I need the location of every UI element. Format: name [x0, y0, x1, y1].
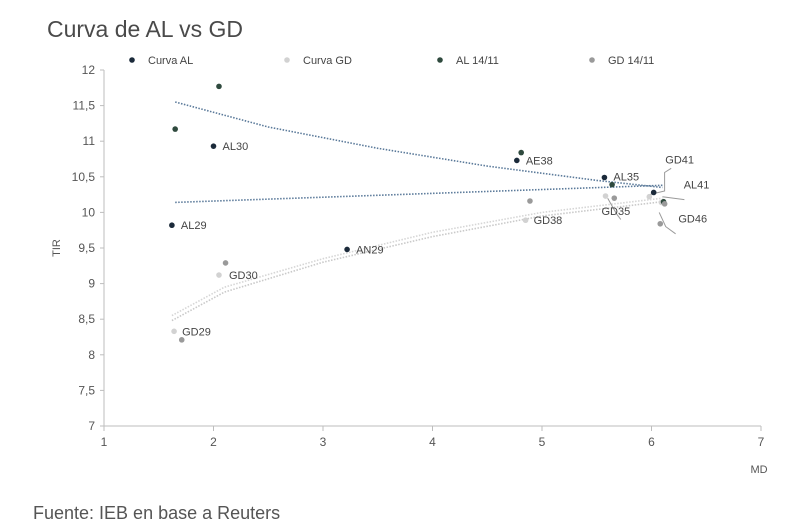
chart-title: Curva de AL vs GD — [47, 16, 244, 42]
x-axis-title: MD — [750, 464, 767, 476]
point-label: GD29 — [182, 326, 211, 338]
legend-marker — [437, 57, 443, 63]
data-point — [210, 143, 217, 149]
data-point — [172, 126, 178, 132]
label-leader-line — [649, 167, 672, 196]
y-tick-label: 7,5 — [78, 383, 95, 397]
y-tick-label: 7 — [88, 419, 95, 433]
trendline — [171, 197, 663, 317]
data-point — [657, 220, 664, 227]
legend-label: AL 14/11 — [456, 55, 499, 67]
y-tick-label: 9 — [88, 277, 95, 291]
point-label: GD41 — [665, 155, 694, 167]
data-point — [527, 198, 533, 204]
point-label: AL41 — [684, 179, 710, 191]
y-tick-label: 11 — [83, 134, 96, 148]
x-tick-label: 4 — [429, 435, 436, 449]
x-tick-label: 7 — [758, 435, 765, 449]
x-tick-label: 6 — [648, 435, 655, 449]
legend-marker — [129, 57, 135, 63]
y-tick-label: 9,5 — [78, 241, 95, 255]
point-label: AL30 — [223, 141, 249, 153]
data-point — [222, 260, 229, 266]
point-label: AN29 — [356, 244, 384, 256]
legend-label: GD 14/11 — [608, 55, 654, 67]
label-leader-line — [658, 212, 676, 235]
data-point — [611, 195, 618, 201]
x-tick-label: 2 — [210, 435, 217, 449]
data-point — [344, 246, 350, 253]
data-point — [601, 174, 608, 181]
data-point — [216, 272, 222, 278]
legend-marker — [589, 57, 595, 63]
y-tick-label: 10,5 — [72, 170, 96, 184]
point-label: GD46 — [678, 213, 707, 225]
y-axis-title: TIR — [51, 239, 63, 257]
data-point — [169, 222, 175, 229]
y-tick-label: 8,5 — [78, 312, 95, 326]
trendline — [174, 101, 663, 189]
label-leader-line — [662, 196, 685, 201]
data-point — [522, 217, 529, 224]
data-point — [518, 149, 524, 156]
data-point — [178, 337, 185, 343]
point-label: AE38 — [526, 155, 553, 167]
trendline — [175, 184, 663, 204]
legend-marker — [284, 57, 290, 63]
data-point — [171, 328, 177, 335]
y-tick-label: 11,5 — [73, 99, 96, 113]
x-tick-label: 3 — [320, 435, 327, 449]
trendline — [171, 200, 663, 322]
x-tick-label: 1 — [101, 435, 108, 449]
data-point — [646, 193, 653, 200]
y-tick-label: 10 — [82, 205, 96, 219]
data-point — [650, 189, 657, 196]
data-point — [661, 201, 668, 207]
y-tick-label: 12 — [82, 63, 96, 77]
point-label: AL29 — [181, 220, 207, 232]
label-leader-line — [607, 197, 622, 220]
legend-label: Curva GD — [303, 55, 352, 67]
data-point — [216, 83, 222, 90]
data-point — [514, 157, 520, 164]
y-tick-label: 8 — [88, 348, 95, 362]
data-point — [609, 181, 615, 188]
point-label: GD35 — [602, 206, 631, 218]
point-label: GD30 — [229, 270, 258, 282]
source-note: Fuente: IEB en base a Reuters — [33, 503, 281, 523]
point-label: AL35 — [613, 172, 639, 184]
x-tick-label: 5 — [539, 435, 546, 449]
point-label: GD38 — [534, 215, 563, 227]
legend-label: Curva AL — [148, 55, 193, 67]
data-point — [602, 193, 609, 199]
